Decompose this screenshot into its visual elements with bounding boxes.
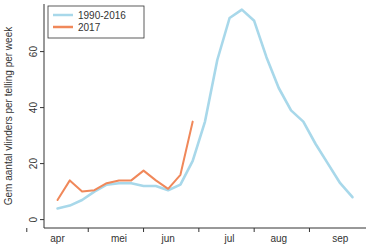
x-tick (88, 228, 89, 232)
series-line (58, 122, 193, 200)
y-tick-label: 40 (28, 102, 39, 114)
legend-swatch (53, 14, 73, 17)
series-line (58, 10, 353, 209)
legend: 1990-20162017 (48, 6, 144, 38)
legend-box (48, 6, 144, 38)
x-tick-label: sep (332, 233, 349, 244)
legend-label: 2017 (78, 22, 101, 33)
y-axis-title: Gem aantal vlinders per telling per week (3, 26, 14, 205)
x-tick-label: jul (224, 233, 235, 244)
x-tick-label: jun (160, 233, 174, 244)
x-tick (198, 228, 199, 232)
y-axis-line (44, 4, 45, 228)
y-tick (40, 107, 44, 108)
y-tick (40, 51, 44, 52)
y-tick (40, 163, 44, 164)
x-tick-label: mei (111, 233, 127, 244)
x-tick (254, 228, 255, 232)
y-tick-label: 60 (28, 46, 39, 58)
y-tick-label: 0 (28, 216, 39, 222)
plot-area (58, 10, 353, 209)
legend-swatch (53, 26, 73, 29)
x-tick (309, 228, 310, 232)
y-tick (40, 219, 44, 220)
x-tick (143, 228, 144, 232)
chart: 0 20 40 60 Gem aantal vlinders per telling p… (0, 0, 370, 250)
x-tick (26, 228, 27, 232)
x-tick-label: aug (270, 233, 287, 244)
legend-label: 1990-2016 (78, 10, 126, 21)
x-tick-label: apr (50, 233, 65, 244)
x-axis-line (44, 228, 366, 229)
y-tick-label: 20 (28, 158, 39, 170)
